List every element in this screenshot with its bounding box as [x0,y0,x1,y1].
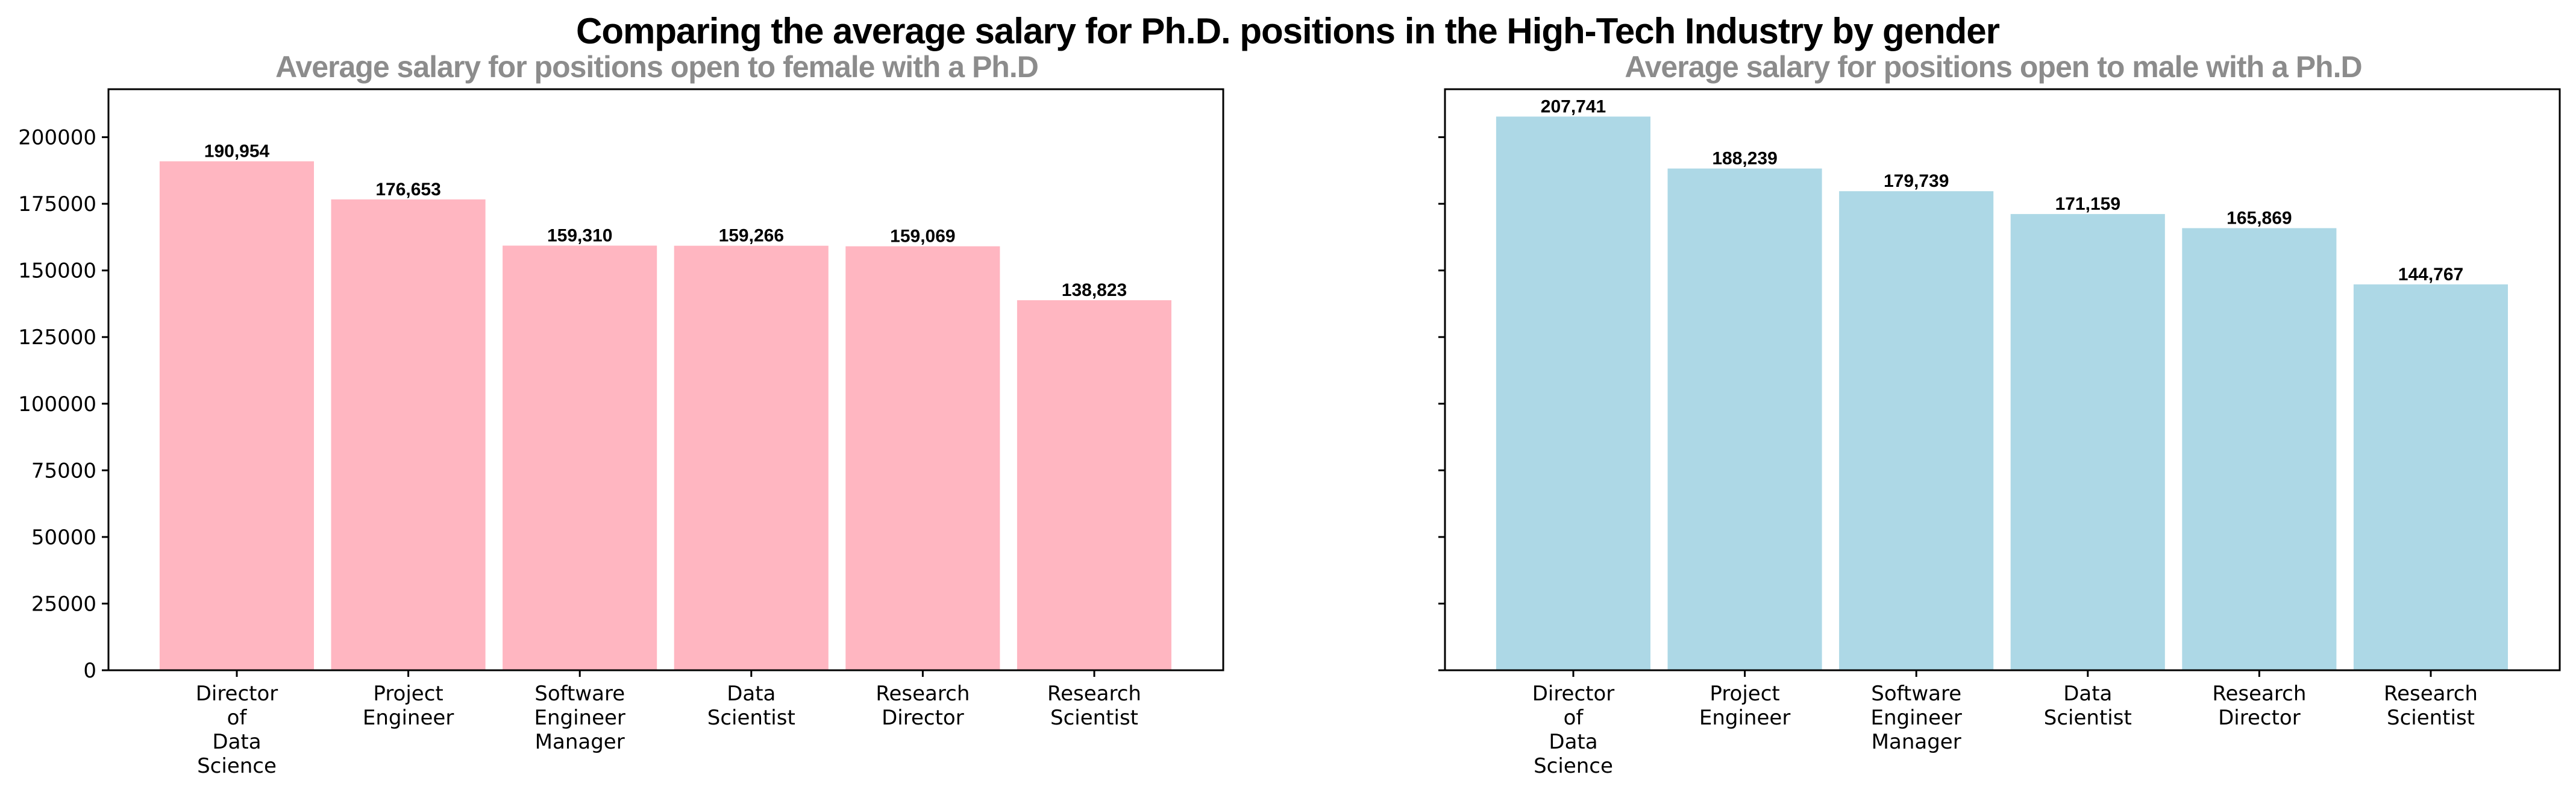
female-bar [674,245,829,670]
female-y-tick-label: 0 [83,659,96,683]
male-bar [2182,228,2337,670]
female-bar-value-label: 190,954 [204,142,270,162]
male-x-tick-label: Research Scientist [2384,682,2478,730]
female-bar-value-label: 138,823 [1062,280,1127,300]
female-y-tick-label: 100000 [18,392,96,416]
female-y-tick-label: 50000 [31,526,96,550]
female-bar [503,245,657,670]
male-x-tick-label: Research Director [2212,682,2306,730]
female-bar-value-label: 159,069 [890,227,955,247]
male-x-tick-label: Software Engineer Manager [1870,682,1961,754]
male-chart-title: Average salary for positions open to mal… [1625,50,2361,84]
male-bar-value-label: 144,767 [2398,265,2463,284]
male-bar [2010,214,2165,671]
female-bar-value-label: 159,266 [719,226,784,246]
female-y-tick-label: 125000 [18,325,96,350]
male-axes-frame [1444,88,2561,671]
male-bar-value-label: 207,741 [1541,96,1606,116]
female-y-tick-label: 150000 [18,259,96,283]
male-x-tick-label: Project Engineer [1699,682,1790,730]
male-bar-value-label: 179,739 [1884,171,1949,191]
male-salary-chart: Average salary for positions open to mal… [1438,50,2561,778]
female-y-tick-label: 175000 [18,192,96,216]
female-x-tick-label: Research Scientist [1047,682,1141,730]
female-x-tick-label: Project Engineer [363,682,454,730]
male-bar [1839,191,1994,670]
female-bar [845,246,1000,671]
female-bar [159,161,314,671]
female-x-tick-label: Data Scientist [707,682,795,730]
male-bar-value-label: 165,869 [2227,209,2292,228]
female-bar [331,199,486,670]
male-bar [1667,168,1822,671]
female-chart-title: Average salary for positions open to fem… [275,50,1038,84]
female-x-tick-label: Software Engineer Manager [534,682,625,754]
male-bar [1496,116,1650,670]
male-bar [2353,284,2508,670]
female-y-tick-label: 200000 [18,126,96,150]
female-y-tick-label: 75000 [31,459,96,483]
female-y-tick-label: 25000 [31,592,96,616]
male-x-tick-label: Data Scientist [2044,682,2132,730]
female-x-tick-label: Research Director [876,682,970,730]
figure-title: Comparing the average salary for Ph.D. p… [576,11,2000,51]
male-x-tick-label: Director of Data Science [1532,682,1615,778]
female-axes-frame [107,88,1224,671]
female-bar-value-label: 176,653 [375,180,440,200]
female-x-tick-label: Director of Data Science [196,682,278,778]
male-bar-value-label: 171,159 [2055,194,2120,214]
male-bar-value-label: 188,239 [1712,149,1777,169]
female-bar-value-label: 159,310 [547,226,612,246]
female-bar [1017,300,1171,671]
female-salary-chart: Average salary for positions open to fem… [18,50,1224,778]
